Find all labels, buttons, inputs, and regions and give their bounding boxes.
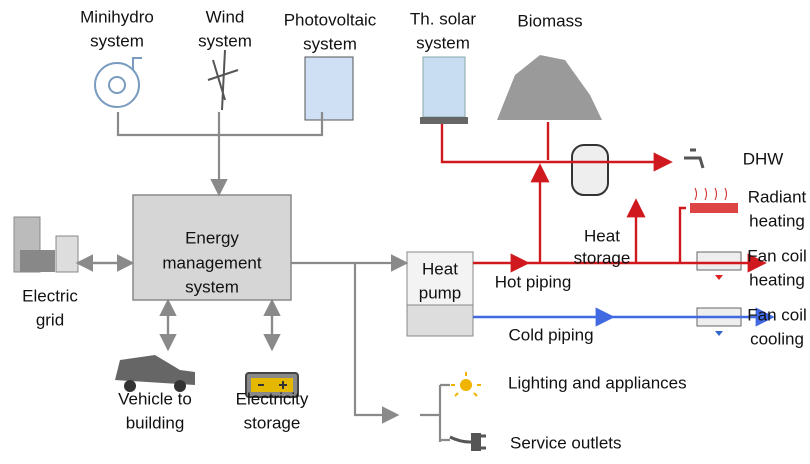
label: Fan coil [747,305,807,324]
hot-piping [440,122,767,273]
label: Biomass [517,11,582,30]
label: Vehicle to [118,389,192,408]
label: system [198,31,252,50]
label: Wind [206,7,245,26]
label: Cold piping [508,325,593,344]
label: storage [574,248,631,267]
label: Energy [185,228,239,247]
label: Minihydro [80,7,154,26]
label: Radiant [748,187,807,206]
label: Service outlets [510,433,622,452]
heat-pump-base [406,304,474,337]
label: system [303,34,357,53]
label: pump [419,283,462,302]
label: Hot piping [495,272,572,291]
label: system [416,33,470,52]
label: system [185,277,239,296]
label: Th. solar [410,9,476,28]
electric-links [75,112,450,442]
label: Electric [22,286,78,305]
label: heating [749,270,805,289]
label: cooling [750,329,804,348]
label: building [126,413,185,432]
label: DHW [743,149,784,168]
labels: Minihydro system Wind system Photovoltai… [22,7,807,452]
label: Photovoltaic [284,10,377,29]
icons [13,49,742,451]
label: Electricity [236,389,309,408]
label: Fan coil [747,246,807,265]
label: grid [36,310,64,329]
ems-box [132,194,292,301]
label: heating [749,211,805,230]
label: Heat [422,259,458,278]
label: management [162,253,262,272]
label: Heat [584,226,620,245]
label: system [90,31,144,50]
label: Lighting and appliances [508,373,687,392]
label: storage [244,413,301,432]
